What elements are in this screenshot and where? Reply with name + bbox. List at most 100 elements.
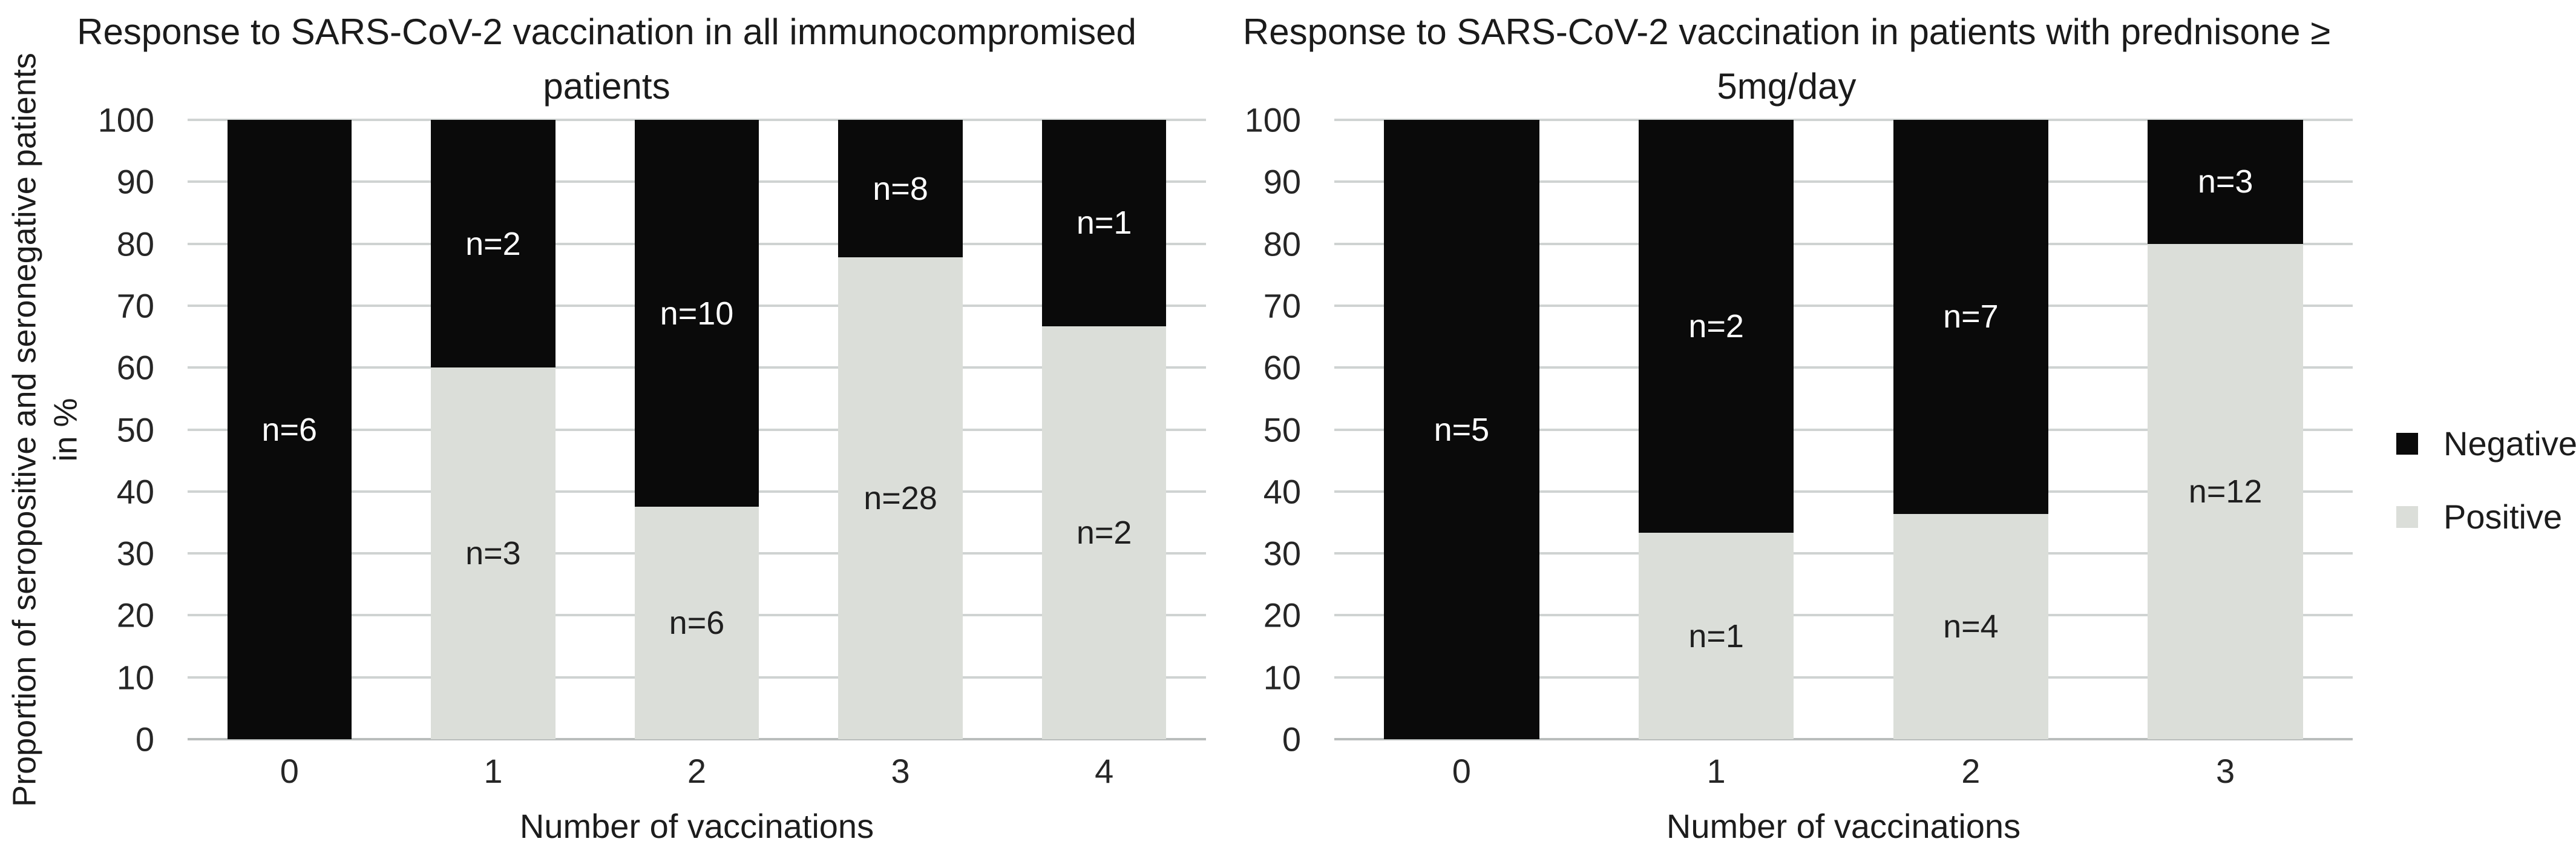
segment-count-label: n=1 xyxy=(1076,205,1132,242)
x-axis-title: Number of vaccinations xyxy=(1666,807,2021,845)
legend-area: Negative Positive xyxy=(2360,0,2576,853)
bar-slot-3: n=8 n=28 xyxy=(799,120,1003,739)
bar-segment-negative: n=1 xyxy=(1042,120,1167,326)
legend-item-negative: Negative xyxy=(2396,424,2576,463)
bar-segment-positive: n=1 xyxy=(1638,533,1794,739)
gridline xyxy=(1334,676,2353,679)
bar-stack-0: n=6 xyxy=(227,120,352,739)
bar-stack-4: n=1 n=2 xyxy=(1042,120,1167,739)
y-tick-label: 0 xyxy=(135,720,154,759)
x-tick-label: 4 xyxy=(1095,752,1114,790)
y-tick-label: 90 xyxy=(1263,162,1301,201)
segment-count-label: n=12 xyxy=(2188,473,2263,510)
segment-count-label: n=2 xyxy=(1076,514,1132,551)
y-tick-label: 20 xyxy=(116,596,154,634)
segment-count-label: n=2 xyxy=(465,225,521,262)
x-tick-label: 2 xyxy=(1961,752,1981,790)
gridline xyxy=(1334,119,2353,121)
y-tick-label: 30 xyxy=(116,534,154,573)
bar-stack-1: n=2 n=1 xyxy=(1638,120,1794,739)
y-axis-ticks: 0 10 20 30 40 50 60 70 80 90 100 xyxy=(1237,101,1334,759)
x-axis-title: Number of vaccinations xyxy=(519,807,874,845)
legend-label: Negative xyxy=(2443,424,2576,463)
y-tick-label: 80 xyxy=(116,225,154,263)
bar-segment-positive: n=2 xyxy=(1042,326,1167,739)
bar-slot-2: n=10 n=6 xyxy=(595,120,799,739)
y-tick-label: 70 xyxy=(1263,286,1301,325)
bar-stack-2: n=10 n=6 xyxy=(634,120,759,739)
gridline xyxy=(1334,614,2353,617)
bar-stack-3: n=3 n=12 xyxy=(2148,120,2303,739)
bar-segment-negative: n=6 xyxy=(227,120,352,739)
bar-segment-negative: n=5 xyxy=(1384,120,1539,739)
x-axis-tick-labels: 0 1 2 3 4 xyxy=(188,751,1206,791)
y-tick-label: 40 xyxy=(116,472,154,511)
bars-layer: n=6 n=2 n=3 n=10 n=6 n=8 n=28 n=1 n=2 xyxy=(188,120,1206,739)
y-tick-label: 100 xyxy=(97,100,154,139)
plot-area: n=5 n=2 n=1 n=7 n=4 n=3 n=12 xyxy=(1334,119,2353,740)
bar-segment-positive: n=4 xyxy=(1893,513,2049,739)
gridline xyxy=(1334,366,2353,369)
bar-stack-1: n=2 n=3 xyxy=(431,120,556,739)
gridline xyxy=(1334,552,2353,555)
y-tick-label: 20 xyxy=(1263,596,1301,634)
bar-slot-1: n=2 n=1 xyxy=(1589,120,1844,739)
legend: Negative Positive xyxy=(2396,424,2576,536)
x-tick-label: 2 xyxy=(687,752,707,790)
x-tick-label: 0 xyxy=(1452,752,1471,790)
bar-segment-positive: n=12 xyxy=(2148,243,2303,739)
bar-segment-negative: n=2 xyxy=(431,120,556,368)
segment-count-label: n=6 xyxy=(261,411,318,448)
bar-segment-negative: n=8 xyxy=(838,120,963,258)
plot-row: Proportion of seropositive and seronegat… xyxy=(0,53,1213,806)
segment-count-label: n=5 xyxy=(1434,411,1490,448)
chart-prednisone: Response to SARS-CoV-2 vaccination in pa… xyxy=(1213,0,2360,853)
y-tick-label: 60 xyxy=(1263,348,1301,387)
segment-count-label: n=6 xyxy=(669,605,725,642)
bar-segment-negative: n=3 xyxy=(2148,120,2303,244)
segment-count-label: n=8 xyxy=(873,170,928,207)
bar-slot-0: n=5 xyxy=(1334,120,1589,739)
y-tick-label: 40 xyxy=(1263,472,1301,511)
y-tick-label: 90 xyxy=(116,162,154,201)
x-tick-label: 1 xyxy=(483,752,503,790)
segment-count-label: n=3 xyxy=(2197,163,2253,200)
bar-segment-negative: n=7 xyxy=(1893,120,2049,514)
bar-stack-2: n=7 n=4 xyxy=(1893,120,2049,739)
y-tick-label: 10 xyxy=(1263,658,1301,697)
y-tick-label: 30 xyxy=(1263,534,1301,573)
segment-count-label: n=1 xyxy=(1688,618,1744,654)
x-axis-line xyxy=(188,738,1206,740)
y-tick-label: 70 xyxy=(116,286,154,325)
segment-count-label: n=7 xyxy=(1943,298,1999,335)
gridline xyxy=(1334,490,2353,493)
gridline xyxy=(1334,242,2353,245)
bar-segment-positive: n=28 xyxy=(838,257,963,739)
bar-stack-3: n=8 n=28 xyxy=(838,120,963,739)
y-tick-label: 10 xyxy=(116,658,154,697)
segment-count-label: n=28 xyxy=(864,480,937,517)
gridline xyxy=(1334,304,2353,307)
bar-slot-3: n=3 n=12 xyxy=(2098,120,2353,739)
bar-segment-negative: n=2 xyxy=(1638,120,1794,533)
y-axis-ticks: 0 10 20 30 40 50 60 70 80 90 100 xyxy=(91,101,188,759)
y-tick-label: 100 xyxy=(1244,100,1301,139)
bar-slot-4: n=1 n=2 xyxy=(1002,120,1206,739)
x-axis-row: 0 1 2 3 4 Number of vaccinations xyxy=(0,739,1213,846)
chart-title: Response to SARS-CoV-2 vaccination in al… xyxy=(77,12,1136,107)
gridline xyxy=(1334,428,2353,431)
bar-segment-positive: n=3 xyxy=(431,367,556,739)
bars-layer: n=5 n=2 n=1 n=7 n=4 n=3 n=12 xyxy=(1334,120,2353,739)
y-tick-label: 80 xyxy=(1263,225,1301,263)
legend-swatch-positive-icon xyxy=(2396,506,2418,528)
segment-count-label: n=4 xyxy=(1943,608,1999,645)
x-tick-label: 3 xyxy=(2216,752,2235,790)
x-axis-tick-labels: 0 1 2 3 xyxy=(1334,751,2353,791)
x-tick-label: 3 xyxy=(891,752,910,790)
bar-slot-2: n=7 n=4 xyxy=(1844,120,2099,739)
bar-slot-1: n=2 n=3 xyxy=(392,120,595,739)
plot-row: 0 10 20 30 40 50 60 70 80 90 100 n=5 n=2 n=1 n=7 n=4 n=… xyxy=(1213,101,2360,759)
y-tick-label: 50 xyxy=(116,410,154,449)
legend-label: Positive xyxy=(2443,498,2563,536)
